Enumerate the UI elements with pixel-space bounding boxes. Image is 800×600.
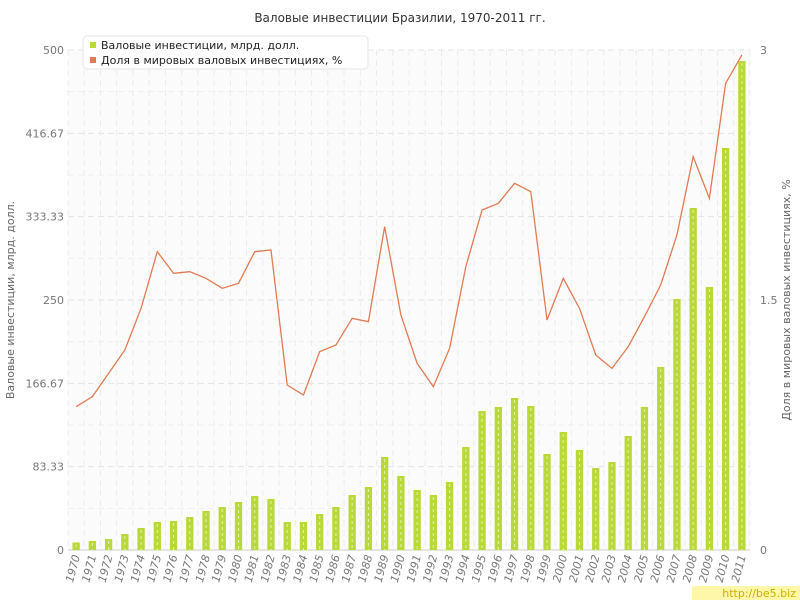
bar: [527, 406, 535, 550]
bar: [104, 539, 113, 550]
y2-tick-label: 0: [760, 544, 767, 557]
y-tick-label: 0: [57, 544, 64, 557]
bar: [234, 502, 243, 550]
line-series: [75, 54, 743, 408]
bar: [657, 367, 665, 550]
bar: [397, 476, 405, 550]
y-tick-label: 83.33: [33, 461, 65, 474]
bar: [705, 287, 714, 550]
legend-label: Доля в мировых валовых инвестициях, %: [101, 54, 342, 67]
y-tick-label: 250: [43, 294, 64, 307]
bar: [267, 499, 275, 550]
legend-label: Валовые инвестиции, млрд. долл.: [101, 39, 299, 52]
legend-swatch: [90, 42, 96, 48]
y2-tick-label: 1.5: [760, 294, 778, 307]
line-path: [75, 54, 743, 408]
gridlines: [67, 49, 751, 551]
bar: [316, 514, 324, 550]
legend-box: [82, 35, 369, 70]
y2-axis-label: Доля в мировых валовых инвестициях, %: [780, 179, 793, 420]
bar: [364, 487, 373, 550]
bar: [413, 490, 421, 550]
legend-swatch: [90, 57, 96, 63]
bar: [494, 407, 502, 550]
legend: Валовые инвестиции, млрд. долл. Доля в ми…: [82, 35, 369, 70]
y-tick-label: 416.67: [26, 127, 65, 140]
watermark-text: http://be5.biz: [722, 587, 796, 600]
watermark: http://be5.biz: [692, 586, 800, 600]
bar-series: [72, 61, 746, 550]
y-tick-label: 333.33: [26, 211, 65, 224]
y2-tick-label: 3: [760, 44, 767, 57]
y-tick-label: 166.67: [26, 377, 65, 390]
bar: [640, 407, 649, 550]
left-axis-ticks: 0 83.33 166.67 250 333.33 416.67 500: [26, 44, 65, 557]
right-axis-ticks: 01.53: [760, 44, 778, 557]
bar: [543, 454, 551, 550]
bar: [202, 511, 210, 550]
chart-title: Валовые инвестиции Бразилии, 1970-2011 г…: [254, 11, 545, 25]
y-axis-label: Валовые инвестиции, млрд. долл.: [4, 201, 17, 399]
bar: [673, 299, 681, 550]
y-tick-label: 500: [43, 44, 64, 57]
